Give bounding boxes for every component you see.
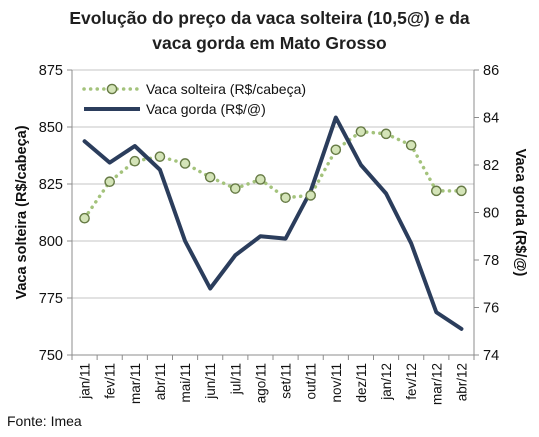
series-point-vaca-solteira: [456, 185, 467, 197]
y-right-tick-label: 76: [483, 301, 499, 317]
x-tick-label: nov/11: [329, 363, 344, 403]
series-point-vaca-solteira: [255, 174, 266, 185]
series-point-vaca-solteira: [355, 126, 367, 137]
x-tick-label: abr/11: [153, 363, 168, 400]
y-left-tick-label: 775: [39, 291, 63, 307]
series-point-vaca-solteira: [154, 151, 166, 162]
series-point-vaca-solteira: [104, 176, 115, 188]
x-tick-label: out/11: [304, 363, 319, 400]
y-axis-right-title: Vaca gorda (R$/@): [512, 149, 528, 277]
series-point-vaca-solteira: [431, 185, 442, 197]
series-point-vaca-solteira: [179, 158, 191, 169]
x-tick-label: set/11: [279, 363, 294, 399]
x-tick-label: fev/12: [404, 363, 419, 400]
series-point-vaca-solteira: [79, 212, 90, 224]
y-right-tick-label: 82: [483, 158, 499, 174]
series-point-vaca-solteira: [405, 139, 417, 151]
y-left-tick-label: 850: [39, 120, 63, 136]
series-point-vaca-solteira: [280, 192, 291, 203]
legend-marker-vaca-solteira: [106, 83, 118, 95]
y-left-tick-label: 800: [39, 234, 63, 250]
y-left-tick-label: 875: [39, 63, 63, 79]
x-tick-label: jan/12: [379, 363, 394, 401]
y-right-tick-label: 74: [483, 348, 499, 364]
series-point-vaca-solteira: [129, 155, 141, 167]
series-point-vaca-solteira: [204, 171, 216, 183]
legend-label-vaca-gorda: Vaca gorda (R$/@): [146, 101, 266, 117]
y-right-tick-label: 80: [483, 206, 499, 222]
source-note: Fonte: Imea: [7, 413, 82, 429]
series-point-vaca-solteira: [380, 128, 392, 140]
y-right-tick-label: 84: [483, 111, 499, 127]
series-point-vaca-solteira: [330, 144, 342, 156]
x-tick-label: jul/11: [228, 363, 243, 395]
x-tick-label: mar/11: [128, 363, 143, 404]
x-tick-label: jun/11: [203, 363, 218, 400]
series-point-vaca-solteira: [305, 190, 316, 201]
series-line-vaca-solteira: [82, 129, 464, 220]
x-tick-label: ago/11: [253, 363, 268, 403]
series-point-vaca-solteira: [230, 183, 241, 194]
legend-label-vaca-solteira: Vaca solteira (R$/cabeça): [146, 81, 306, 97]
x-tick-label: mar/12: [429, 363, 444, 405]
y-left-tick-label: 750: [39, 348, 63, 364]
y-right-tick-label: 86: [483, 63, 499, 79]
y-axis-left-title: Vaca solteira (R$/cabeça): [14, 125, 30, 299]
x-tick-label: fev/11: [103, 363, 118, 399]
x-tick-label: dez/11: [354, 363, 369, 403]
x-tick-label: jan/11: [78, 363, 93, 400]
x-tick-label: mai/11: [178, 363, 193, 403]
y-right-tick-label: 78: [483, 253, 499, 269]
y-left-tick-label: 825: [39, 177, 63, 193]
chart-title-line-2: vaca gorda em Mato Grosso: [152, 33, 387, 53]
chart-title-line-1: Evolução do preço da vaca solteira (10,5…: [69, 8, 470, 28]
series-line-vaca-gorda: [82, 115, 464, 331]
x-tick-label: abr/12: [454, 363, 469, 401]
